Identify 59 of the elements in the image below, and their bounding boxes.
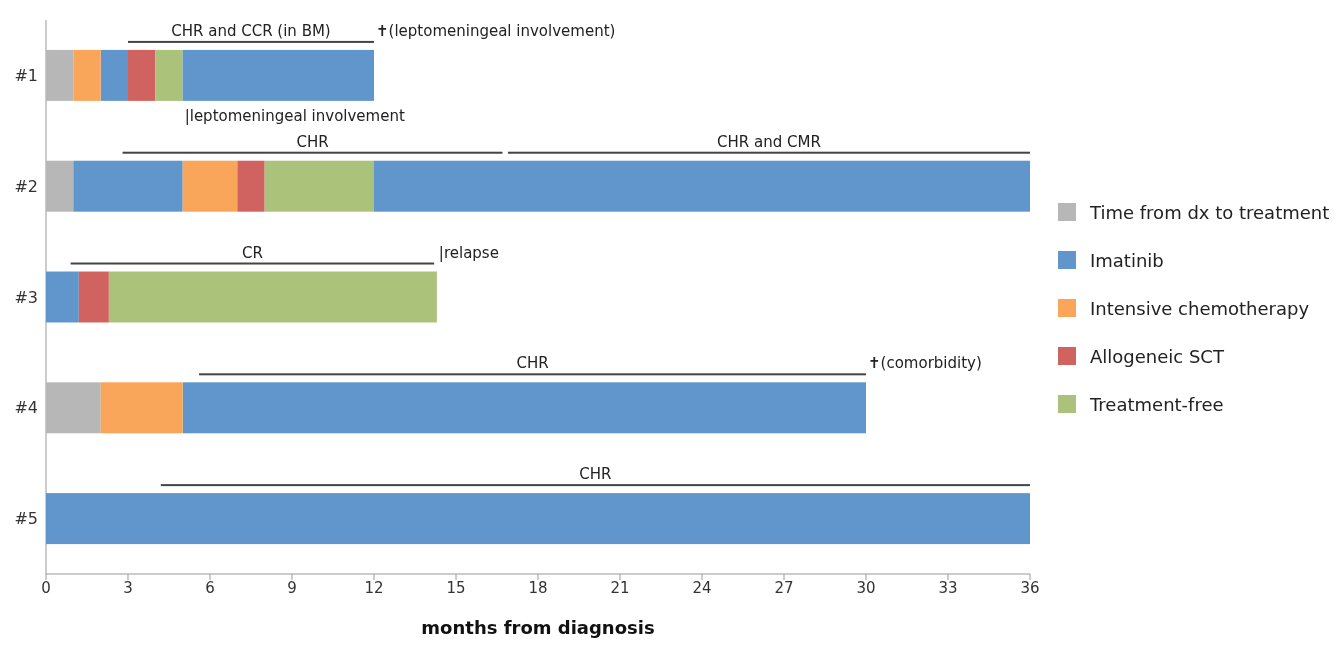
series-label: CR bbox=[241, 243, 263, 262]
bar bbox=[199, 373, 866, 376]
bar bbox=[237, 160, 265, 212]
bar bbox=[182, 49, 374, 101]
text: CHR bbox=[516, 354, 549, 373]
series-label: CHR bbox=[296, 132, 329, 151]
y-tick-label: #5 bbox=[14, 509, 38, 529]
x-tick-label: 24 bbox=[692, 578, 712, 597]
text: CHR bbox=[579, 465, 612, 484]
annotation: ✝(leptomeningeal involvement) bbox=[376, 21, 616, 40]
bar bbox=[182, 382, 866, 434]
bar bbox=[155, 49, 183, 101]
bar bbox=[46, 382, 101, 434]
bar bbox=[507, 151, 1030, 154]
bar bbox=[182, 160, 238, 212]
annotation: |relapse bbox=[438, 243, 499, 262]
bar bbox=[46, 160, 74, 212]
legend-label: Allogeneic SCT bbox=[1090, 345, 1224, 367]
series-label: CHR and CCR (in BM) bbox=[171, 21, 331, 40]
x-tick-label: 0 bbox=[41, 578, 51, 597]
bar bbox=[46, 271, 79, 323]
x-tick-label: 33 bbox=[938, 578, 958, 597]
bar bbox=[46, 49, 74, 101]
y-tick-label: #2 bbox=[14, 176, 38, 196]
legend-label: Treatment-free bbox=[1090, 393, 1224, 415]
bar bbox=[73, 160, 183, 212]
x-tick-label: 6 bbox=[205, 578, 215, 597]
bar bbox=[73, 49, 101, 101]
x-tick-label: 18 bbox=[528, 578, 548, 597]
bar bbox=[122, 151, 503, 154]
x-tick-label: 9 bbox=[287, 578, 297, 597]
bar bbox=[128, 49, 156, 101]
bar bbox=[264, 160, 374, 212]
bar bbox=[160, 484, 1030, 487]
bar bbox=[108, 271, 437, 323]
legend-label: Imatinib bbox=[1090, 249, 1164, 271]
x-tick-label: 30 bbox=[856, 578, 876, 597]
y-tick-label: #1 bbox=[14, 66, 38, 86]
x-tick-label: 36 bbox=[1020, 578, 1040, 597]
x-tick-label: 15 bbox=[446, 578, 466, 597]
legend-label: Intensive chemotherapy bbox=[1090, 297, 1310, 319]
x-tick-label: 21 bbox=[610, 578, 630, 597]
y-tick-label: #4 bbox=[14, 398, 38, 418]
x-tick-label: 27 bbox=[774, 578, 794, 597]
series-label: CHR and CMR bbox=[717, 132, 821, 151]
bar bbox=[100, 49, 128, 101]
bar bbox=[70, 262, 435, 265]
x-tick-label: 3 bbox=[123, 578, 133, 597]
y-tick-label: #3 bbox=[14, 287, 38, 307]
annotation: |leptomeningeal involvement bbox=[184, 106, 405, 125]
bar bbox=[46, 493, 1030, 545]
annotation: ✝(comorbidity) bbox=[868, 354, 982, 373]
bar bbox=[374, 160, 1030, 212]
bar bbox=[78, 271, 109, 323]
bar bbox=[100, 382, 183, 434]
bar bbox=[128, 40, 374, 43]
legend-label: Time from dx to treatment bbox=[1090, 201, 1330, 223]
x-axis-title: months from diagnosis bbox=[421, 617, 655, 638]
x-tick-label: 12 bbox=[364, 578, 384, 597]
